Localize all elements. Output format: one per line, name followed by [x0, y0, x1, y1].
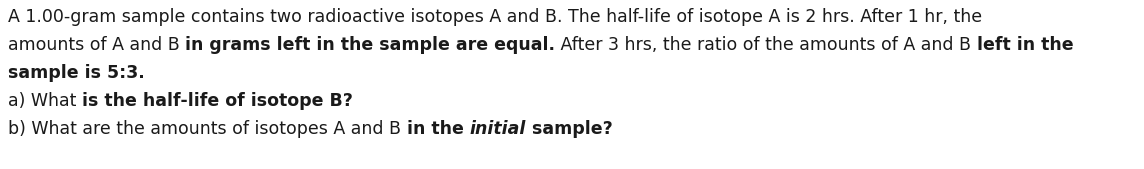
- Text: amounts of A and B: amounts of A and B: [8, 36, 185, 54]
- Text: sample is 5:3.: sample is 5:3.: [8, 64, 145, 82]
- Text: in grams left in the sample are equal.: in grams left in the sample are equal.: [185, 36, 555, 54]
- Text: in the: in the: [406, 120, 469, 138]
- Text: A 1.00-gram sample contains two radioactive isotopes A and B. The half-life of i: A 1.00-gram sample contains two radioact…: [8, 8, 983, 26]
- Text: left in the: left in the: [977, 36, 1073, 54]
- Text: initial: initial: [469, 120, 526, 138]
- Text: is the half-life of isotope B?: is the half-life of isotope B?: [82, 92, 352, 110]
- Text: sample?: sample?: [526, 120, 612, 138]
- Text: a) What: a) What: [8, 92, 82, 110]
- Text: b) What are the amounts of isotopes A and B: b) What are the amounts of isotopes A an…: [8, 120, 406, 138]
- Text: After 3 hrs, the ratio of the amounts of A and B: After 3 hrs, the ratio of the amounts of…: [555, 36, 977, 54]
